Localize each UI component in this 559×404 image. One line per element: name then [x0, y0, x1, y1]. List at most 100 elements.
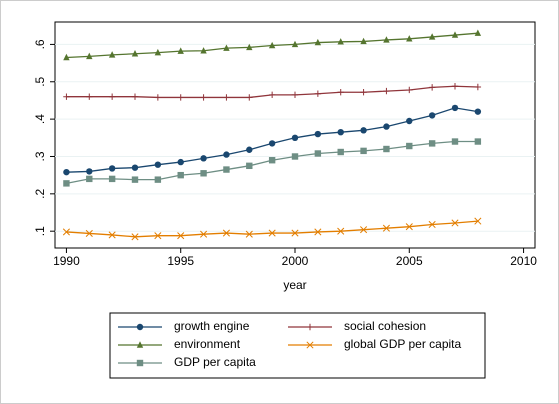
marker	[360, 127, 367, 134]
marker	[108, 93, 116, 100]
marker	[383, 123, 390, 130]
legend-label: environment	[174, 337, 241, 351]
marker	[154, 232, 162, 240]
marker	[383, 87, 390, 95]
marker	[63, 168, 70, 176]
x-tick-label: 1990	[53, 254, 80, 268]
marker	[245, 230, 253, 238]
marker	[177, 171, 184, 179]
marker	[451, 138, 459, 145]
marker	[291, 91, 299, 99]
marker	[405, 223, 413, 231]
marker	[474, 108, 482, 115]
marker	[223, 94, 230, 101]
x-tick-label: 2005	[396, 254, 423, 268]
marker	[86, 52, 93, 60]
marker	[223, 151, 230, 158]
y-tick-label: .5	[33, 76, 47, 86]
marker	[86, 175, 93, 183]
y-tick-label: .1	[33, 226, 47, 236]
legend-label: social cohesion	[344, 319, 426, 333]
marker	[291, 153, 299, 160]
marker	[200, 170, 207, 177]
x-tick-label: 2010	[510, 254, 537, 268]
y-tick-label: .3	[33, 151, 47, 161]
marker	[85, 229, 93, 237]
marker	[63, 93, 70, 100]
marker	[86, 168, 93, 175]
legend-marker	[306, 323, 314, 331]
marker	[246, 43, 253, 51]
marker	[177, 47, 184, 54]
marker	[154, 48, 162, 56]
marker	[268, 157, 276, 164]
marker	[383, 145, 390, 153]
marker	[428, 140, 436, 147]
marker	[428, 33, 436, 40]
marker	[406, 117, 413, 125]
marker	[131, 50, 139, 57]
marker	[428, 84, 436, 91]
marker	[314, 90, 322, 97]
marker	[200, 47, 207, 54]
marker	[108, 165, 116, 172]
marker	[360, 89, 367, 96]
marker	[360, 147, 367, 155]
marker	[108, 175, 116, 183]
marker	[337, 89, 344, 96]
marker	[451, 219, 459, 227]
marker	[200, 155, 207, 162]
marker	[154, 176, 162, 183]
marker	[451, 31, 459, 38]
marker	[246, 146, 253, 153]
marker	[314, 130, 322, 138]
legend-marker	[136, 323, 144, 331]
marker	[246, 162, 253, 170]
marker	[63, 180, 70, 187]
marker	[223, 44, 230, 51]
marker	[337, 38, 344, 45]
marker	[268, 140, 276, 147]
marker	[108, 231, 116, 239]
y-tick-label: .6	[33, 39, 47, 49]
marker	[154, 161, 162, 168]
marker	[428, 112, 436, 119]
legend-marker	[136, 341, 144, 348]
legend-marker	[136, 359, 144, 367]
marker	[154, 94, 162, 101]
marker	[383, 36, 390, 43]
marker	[291, 229, 299, 237]
marker	[474, 83, 482, 91]
y-tick-label: .4	[33, 114, 47, 124]
marker	[222, 229, 230, 237]
x-tick-label: 2000	[282, 254, 309, 268]
marker	[428, 220, 436, 229]
marker	[177, 94, 184, 101]
marker	[360, 226, 368, 234]
marker	[291, 40, 299, 48]
marker	[314, 228, 322, 236]
marker	[63, 53, 70, 61]
marker	[360, 37, 367, 45]
marker	[337, 128, 344, 136]
legend-label: growth engine	[174, 319, 250, 333]
marker	[406, 86, 413, 94]
marker	[200, 94, 207, 101]
marker	[474, 217, 482, 225]
marker	[177, 232, 185, 240]
marker	[177, 158, 184, 166]
marker	[246, 94, 253, 101]
marker	[268, 229, 276, 237]
legend-label: GDP per capita	[174, 355, 256, 369]
marker	[314, 38, 322, 46]
marker	[268, 41, 276, 49]
marker	[200, 230, 208, 238]
marker	[314, 150, 322, 157]
marker	[131, 233, 139, 241]
marker	[406, 142, 413, 150]
marker	[62, 228, 70, 236]
marker	[291, 134, 299, 142]
marker	[474, 138, 482, 145]
marker	[131, 93, 139, 100]
